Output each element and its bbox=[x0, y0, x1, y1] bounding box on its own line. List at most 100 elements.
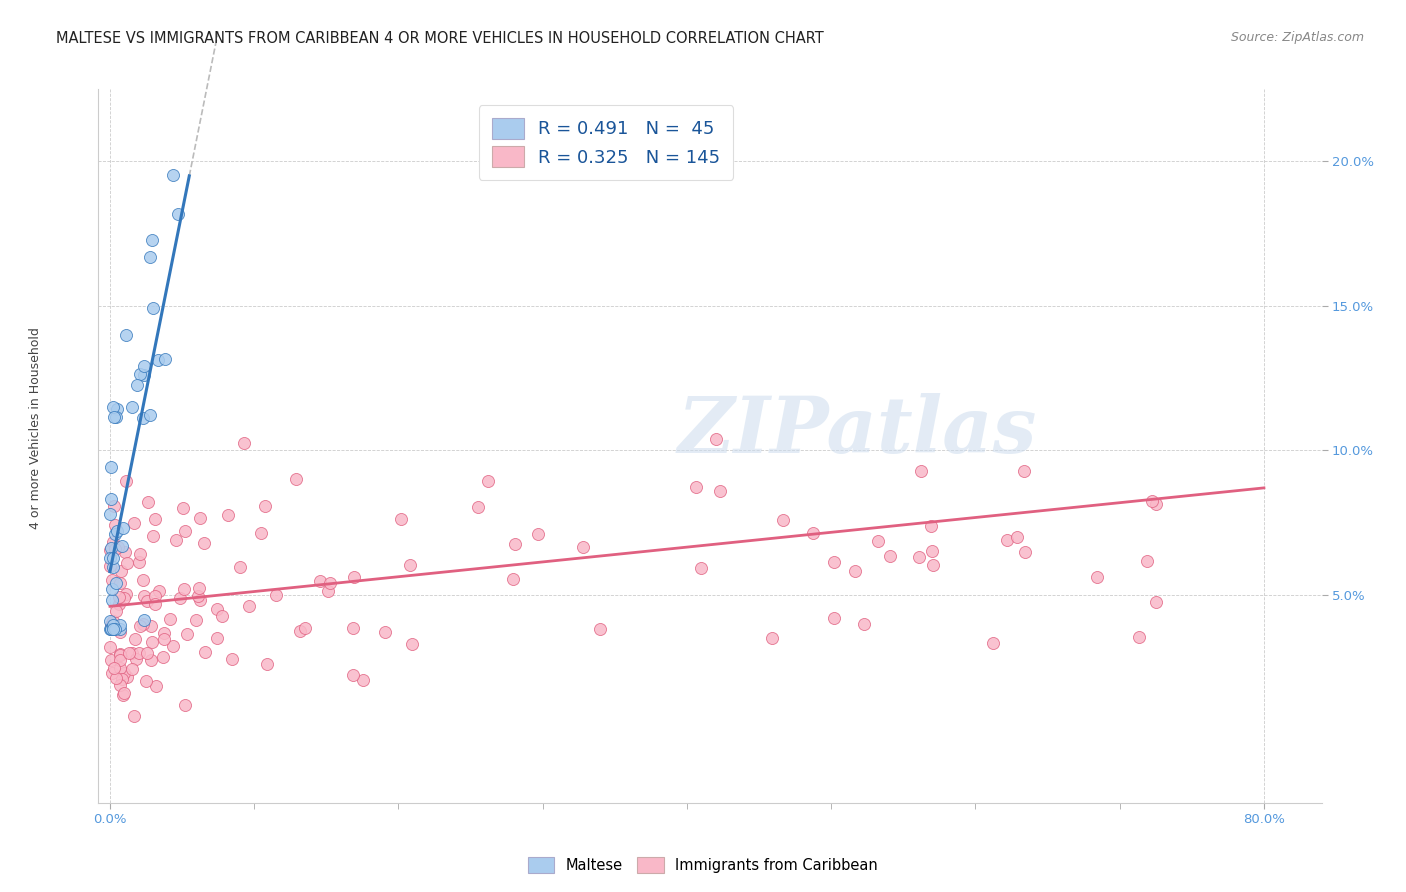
Point bbox=[288, 624, 311, 638]
Point bbox=[844, 564, 866, 578]
Point bbox=[153, 632, 176, 647]
Point bbox=[211, 608, 233, 623]
Point bbox=[238, 599, 260, 613]
Point bbox=[908, 549, 931, 564]
Point bbox=[772, 513, 794, 527]
Legend: R = 0.491   N =  45, R = 0.325   N = 145: R = 0.491 N = 45, R = 0.325 N = 145 bbox=[479, 105, 734, 179]
Point bbox=[128, 646, 150, 660]
Point bbox=[250, 525, 273, 540]
Point bbox=[112, 591, 135, 606]
Point bbox=[132, 589, 155, 603]
Point bbox=[129, 547, 152, 561]
Point bbox=[148, 353, 170, 368]
Point bbox=[207, 602, 229, 616]
Point bbox=[100, 623, 122, 637]
Point bbox=[136, 594, 159, 608]
Point bbox=[910, 464, 932, 478]
Point bbox=[128, 555, 150, 569]
Point bbox=[115, 587, 138, 601]
Point bbox=[108, 597, 131, 611]
Point bbox=[1140, 494, 1163, 508]
Point bbox=[502, 573, 524, 587]
Point bbox=[115, 475, 138, 489]
Point bbox=[100, 623, 122, 637]
Point bbox=[101, 582, 124, 597]
Point bbox=[868, 534, 890, 549]
Point bbox=[399, 558, 422, 573]
Point bbox=[101, 534, 124, 549]
Point bbox=[142, 529, 165, 543]
Point bbox=[103, 551, 125, 566]
Point bbox=[142, 301, 165, 316]
Point bbox=[309, 574, 332, 588]
Point bbox=[104, 526, 127, 541]
Point bbox=[176, 626, 198, 640]
Point bbox=[112, 686, 135, 700]
Point bbox=[852, 616, 875, 631]
Point bbox=[228, 559, 250, 574]
Point bbox=[101, 559, 124, 574]
Point bbox=[124, 516, 146, 530]
Point bbox=[141, 635, 163, 649]
Point bbox=[118, 646, 141, 660]
Point bbox=[921, 543, 943, 558]
Point bbox=[108, 653, 131, 667]
Point bbox=[187, 590, 209, 604]
Point bbox=[589, 622, 612, 636]
Point bbox=[389, 512, 412, 526]
Point bbox=[108, 647, 131, 661]
Point bbox=[104, 576, 127, 591]
Point bbox=[145, 680, 167, 694]
Point bbox=[162, 640, 184, 654]
Point bbox=[1128, 630, 1150, 644]
Point bbox=[104, 541, 127, 556]
Point bbox=[139, 619, 162, 633]
Point bbox=[110, 564, 132, 578]
Point bbox=[105, 524, 128, 538]
Point bbox=[1014, 545, 1036, 559]
Point bbox=[253, 500, 276, 514]
Point bbox=[141, 233, 163, 247]
Point bbox=[100, 618, 122, 632]
Point bbox=[294, 621, 316, 635]
Point bbox=[217, 508, 239, 522]
Point bbox=[111, 688, 134, 702]
Point bbox=[319, 576, 342, 591]
Point bbox=[374, 625, 396, 640]
Point bbox=[173, 698, 195, 713]
Point bbox=[503, 537, 526, 551]
Point bbox=[572, 541, 595, 555]
Point bbox=[139, 408, 162, 422]
Point bbox=[110, 539, 132, 553]
Point bbox=[110, 623, 132, 637]
Point bbox=[143, 589, 166, 603]
Point bbox=[316, 584, 339, 599]
Point bbox=[107, 540, 129, 554]
Point bbox=[103, 409, 125, 424]
Point bbox=[101, 618, 124, 632]
Point bbox=[124, 632, 146, 646]
Point bbox=[152, 649, 174, 664]
Point bbox=[135, 673, 157, 688]
Point bbox=[173, 582, 195, 597]
Point bbox=[264, 588, 287, 602]
Point bbox=[172, 500, 194, 515]
Point bbox=[1136, 554, 1159, 568]
Point bbox=[165, 533, 187, 547]
Point bbox=[139, 653, 162, 667]
Point bbox=[190, 593, 212, 607]
Text: ZIPatlas: ZIPatlas bbox=[678, 393, 1036, 470]
Point bbox=[1085, 570, 1108, 584]
Point bbox=[111, 672, 134, 686]
Point bbox=[115, 556, 138, 570]
Point bbox=[100, 507, 122, 521]
Point bbox=[121, 662, 143, 676]
Point bbox=[823, 611, 845, 625]
Point bbox=[342, 668, 364, 682]
Point bbox=[104, 518, 127, 533]
Point bbox=[159, 612, 181, 626]
Point bbox=[342, 621, 364, 635]
Point bbox=[401, 637, 423, 651]
Point bbox=[115, 671, 138, 685]
Point bbox=[879, 549, 901, 563]
